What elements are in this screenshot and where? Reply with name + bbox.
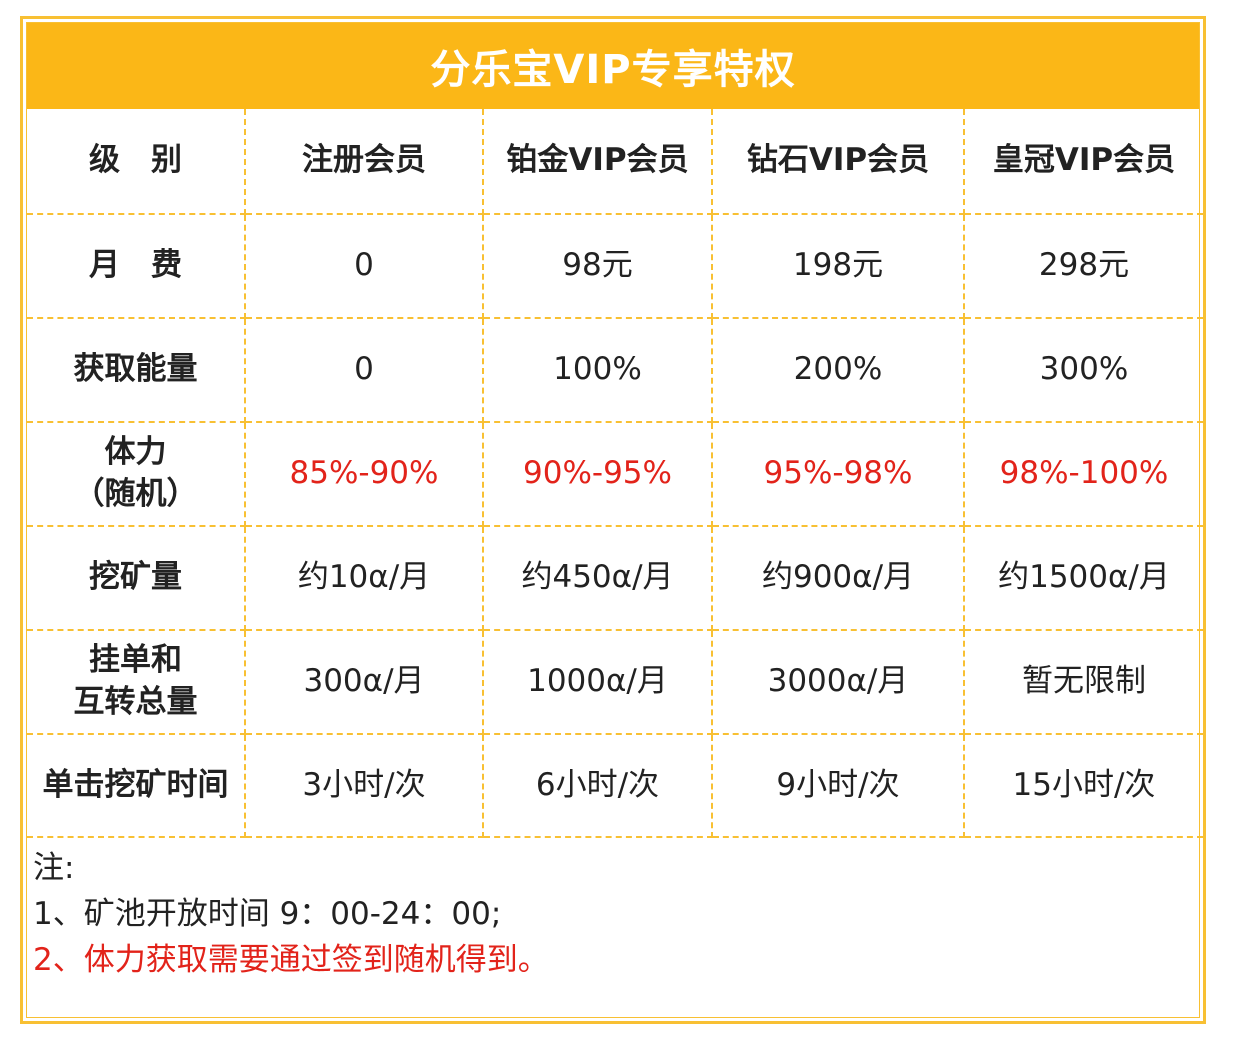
table-cell: 0 — [244, 213, 484, 319]
column-header-diamond: 钻石VIP会员 — [711, 109, 965, 215]
vip-privileges-panel: 分乐宝VIP专享特权 级 别 注册会员 铂金VIP会员 钻石VIP会员 皇冠VI… — [20, 16, 1206, 1024]
table-cell: 198元 — [711, 213, 965, 319]
row-label-energy: 获取能量 — [27, 317, 246, 423]
table-header-row: 级 别 注册会员 铂金VIP会员 钻石VIP会员 皇冠VIP会员 — [27, 109, 1203, 215]
table-cell: 0 — [244, 317, 484, 423]
table-cell: 90%-95% — [482, 421, 713, 527]
note-line-highlight: 2、体力获取需要通过签到随机得到。 — [33, 942, 549, 978]
row-label-stamina: 体力 （随机） — [27, 421, 246, 527]
table-row: 挖矿量 约10α/月 约450α/月 约900α/月 约1500α/月 — [27, 525, 1203, 631]
table-row: 单击挖矿时间 3小时/次 6小时/次 9小时/次 15小时/次 — [27, 733, 1203, 838]
table-cell: 200% — [711, 317, 965, 423]
table-cell: 100% — [482, 317, 713, 423]
row-label-mining-time: 单击挖矿时间 — [27, 733, 246, 838]
table-row: 体力 （随机） 85%-90% 90%-95% 95%-98% 98%-100% — [27, 421, 1203, 527]
column-header-level: 级 别 — [27, 109, 246, 215]
row-label-line: 体力 — [104, 434, 167, 471]
table-cell: 约450α/月 — [482, 525, 713, 631]
table-cell: 9小时/次 — [711, 733, 965, 838]
panel-inner: 分乐宝VIP专享特权 级 别 注册会员 铂金VIP会员 钻石VIP会员 皇冠VI… — [26, 22, 1203, 1018]
table-cell: 3000α/月 — [711, 629, 965, 735]
row-label-line: 互转总量 — [73, 684, 198, 720]
notes-heading: 注: — [33, 850, 75, 886]
table-cell: 3小时/次 — [244, 733, 484, 838]
table-cell: 85%-90% — [244, 421, 484, 527]
note-line: 1、矿池开放时间 9：00-24：00; — [33, 896, 502, 932]
table-cell: 6小时/次 — [482, 733, 713, 838]
row-label-line: 挂单和 — [89, 642, 182, 679]
row-label-order-transfer: 挂单和 互转总量 — [27, 629, 246, 735]
column-header-platinum: 铂金VIP会员 — [482, 109, 713, 215]
table-row: 月 费 0 98元 198元 298元 — [27, 213, 1203, 319]
table-cell: 约900α/月 — [711, 525, 965, 631]
table-cell: 1000α/月 — [482, 629, 713, 735]
row-label-monthly-fee: 月 费 — [27, 213, 246, 319]
column-header-crown: 皇冠VIP会员 — [963, 109, 1203, 215]
table-cell: 15小时/次 — [963, 733, 1203, 838]
column-header-registered: 注册会员 — [244, 109, 484, 215]
row-label-mining: 挖矿量 — [27, 525, 246, 631]
table-cell: 298元 — [963, 213, 1203, 319]
table-row: 获取能量 0 100% 200% 300% — [27, 317, 1203, 423]
table-cell: 300α/月 — [244, 629, 484, 735]
table-cell: 暂无限制 — [963, 629, 1203, 735]
page-title: 分乐宝VIP专享特权 — [27, 23, 1199, 109]
table-cell: 98元 — [482, 213, 713, 319]
table-cell: 95%-98% — [711, 421, 965, 527]
privileges-table: 级 别 注册会员 铂金VIP会员 钻石VIP会员 皇冠VIP会员 月 费 0 9… — [27, 109, 1203, 838]
table-cell: 300% — [963, 317, 1203, 423]
notes-section: 注: 1、矿池开放时间 9：00-24：00; 2、体力获取需要通过签到随机得到… — [33, 845, 549, 983]
table-cell: 约10α/月 — [244, 525, 484, 631]
table-cell: 约1500α/月 — [963, 525, 1203, 631]
row-label-line: （随机） — [73, 476, 198, 512]
table-row: 挂单和 互转总量 300α/月 1000α/月 3000α/月 暂无限制 — [27, 629, 1203, 735]
table-cell: 98%-100% — [963, 421, 1203, 527]
